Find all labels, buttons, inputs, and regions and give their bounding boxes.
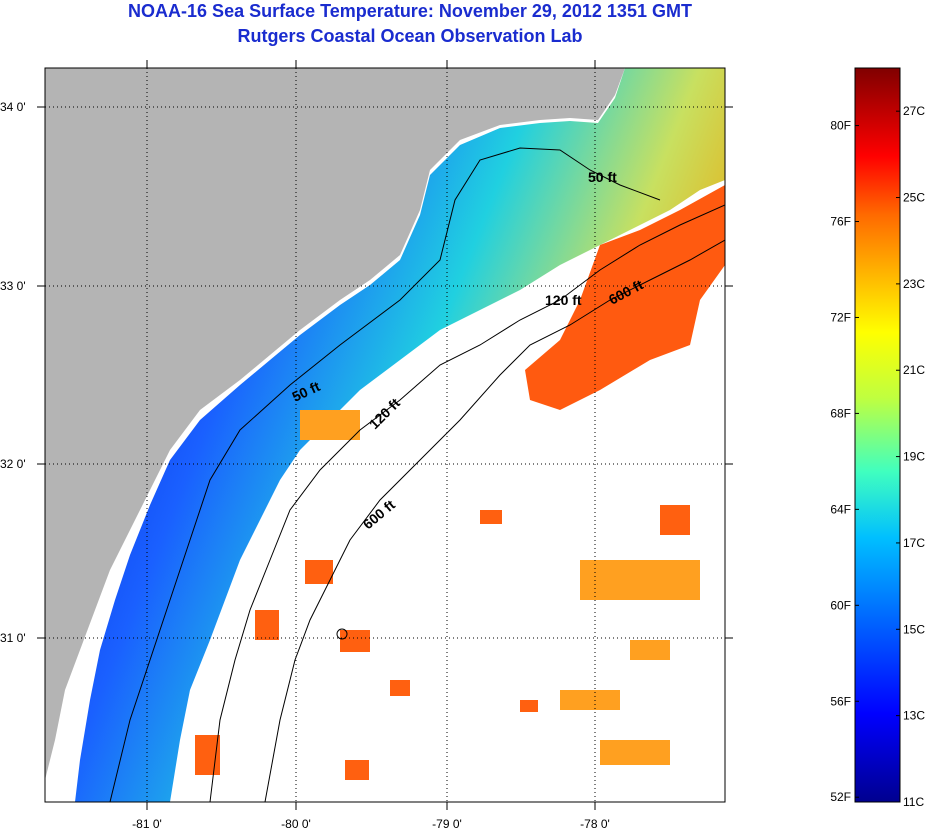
colorbar-celsius-label: 19C	[903, 450, 925, 464]
colorbar-fahrenheit-label: 76F	[830, 215, 851, 229]
lon-tick-81: -81 0'	[132, 817, 162, 831]
map-subtitle: Rutgers Coastal Ocean Observation Lab	[237, 26, 583, 46]
colorbar-fahrenheit-label: 68F	[830, 406, 851, 420]
contour-50ft	[109, 147, 661, 802]
contour-120ft	[209, 204, 725, 802]
colorbar-ticks	[855, 110, 900, 803]
contour-label-120ft-north: 120 ft	[545, 292, 582, 308]
colorbar-fahrenheit-label: 64F	[830, 502, 851, 516]
lon-tick-79: -79 0'	[432, 817, 462, 831]
colorbar	[854, 67, 901, 803]
colorbar-celsius-label: 23C	[903, 277, 925, 291]
gulf-stream-warm-water	[525, 185, 725, 410]
colorbar-fahrenheit-label: 56F	[830, 694, 851, 708]
warm-patches	[195, 505, 690, 780]
colorbar-fahrenheit-labels: 80F 76F 72F 68F 64F 60F 56F 52F	[830, 119, 851, 805]
map-border	[44, 67, 726, 803]
colorbar-celsius-label: 13C	[903, 709, 925, 723]
land-mass	[45, 68, 625, 780]
orange-patches	[300, 410, 700, 765]
depth-contours	[109, 147, 725, 802]
colorbar-celsius-label: 27C	[903, 104, 925, 118]
colorbar-celsius-labels: 27C 25C 23C 21C 19C 17C 15C 13C 11C	[903, 104, 925, 809]
colorbar-celsius-label: 15C	[903, 622, 925, 636]
buoy-marker	[336, 628, 348, 640]
lon-tick-78: -78 0'	[580, 817, 610, 831]
colorbar-celsius-label: 25C	[903, 191, 925, 205]
lat-tick-31: 31 0'	[0, 631, 26, 645]
lat-lon-grid	[45, 68, 725, 802]
colorbar-fahrenheit-label: 52F	[830, 790, 851, 804]
lon-tick-80: -80 0'	[281, 817, 311, 831]
nearshore-water	[75, 68, 725, 802]
colorbar-celsius-label: 11C	[903, 795, 924, 809]
lat-tick-33: 33 0'	[0, 279, 26, 293]
axis-ticks	[37, 60, 733, 810]
contour-600ft	[264, 239, 725, 802]
lat-tick-32: 32 0'	[0, 457, 26, 471]
colorbar-fahrenheit-label: 60F	[830, 598, 851, 612]
colorbar-celsius-label: 21C	[903, 363, 925, 377]
colorbar-fahrenheit-label: 80F	[830, 119, 851, 133]
colorbar-celsius-label: 17C	[903, 536, 925, 550]
map-area: 50 ft 120 ft 600 ft 50 ft 120 ft 600 ft	[45, 68, 725, 802]
map-title: NOAA-16 Sea Surface Temperature: Novembe…	[128, 1, 692, 21]
lat-tick-34: 34 0'	[0, 100, 26, 114]
colorbar-fahrenheit-label: 72F	[830, 310, 851, 324]
contour-label-50ft-north: 50 ft	[588, 169, 617, 185]
